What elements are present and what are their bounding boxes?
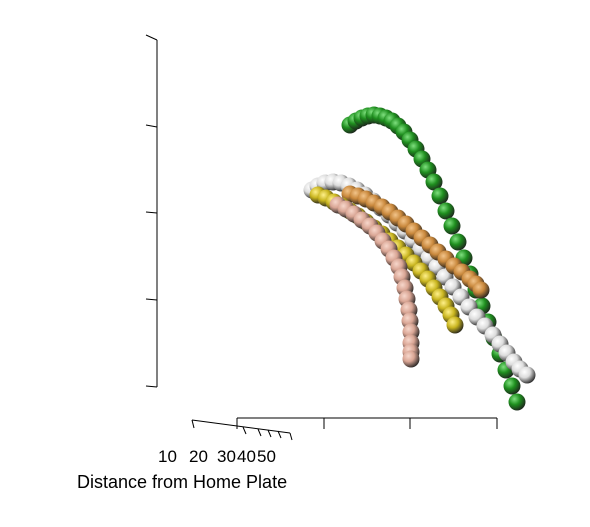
x-tick-label: 20 [189, 447, 208, 466]
x-axis-title: Distance from Home Plate [77, 472, 287, 492]
depth-axis-tick [277, 430, 282, 439]
depth-axis-tick [191, 419, 195, 429]
trajectory-point [518, 366, 536, 384]
vertical-axis-tick [145, 124, 158, 128]
trajectory-series [341, 185, 490, 299]
trajectory-point [431, 187, 449, 205]
vertical-axis-tick [145, 298, 158, 301]
trajectory-point [472, 281, 490, 299]
depth-axis-tick [267, 429, 272, 438]
x-tick-label: 50 [257, 447, 276, 466]
vertical-axis-tick [145, 34, 158, 41]
x-tick-label: 40 [237, 447, 256, 466]
trajectory-point [508, 393, 526, 411]
depth-axis [191, 419, 293, 441]
x-tick-label: 10 [158, 447, 177, 466]
depth-axis-tick [257, 428, 262, 437]
trajectory-series [329, 196, 420, 368]
x-tick-labels: 10 20 30 40 50 [158, 447, 276, 466]
vertical-axis-tick [145, 385, 158, 388]
horizontal-axis [236, 417, 498, 429]
trajectory-point [425, 173, 443, 191]
depth-axis-tick [242, 426, 247, 435]
trajectory-point [443, 217, 461, 235]
trajectory-point [503, 377, 521, 395]
trajectory-point [449, 233, 467, 251]
x-tick-label: 30 [217, 447, 236, 466]
trajectory-point [402, 350, 420, 368]
trajectory-points [303, 106, 536, 411]
trajectory-point [437, 202, 455, 220]
vertical-axis-tick [145, 211, 158, 214]
vertical-axis [145, 34, 158, 388]
depth-axis-line [191, 419, 291, 434]
trajectory-point [446, 316, 464, 334]
depth-axis-tick [289, 432, 293, 441]
